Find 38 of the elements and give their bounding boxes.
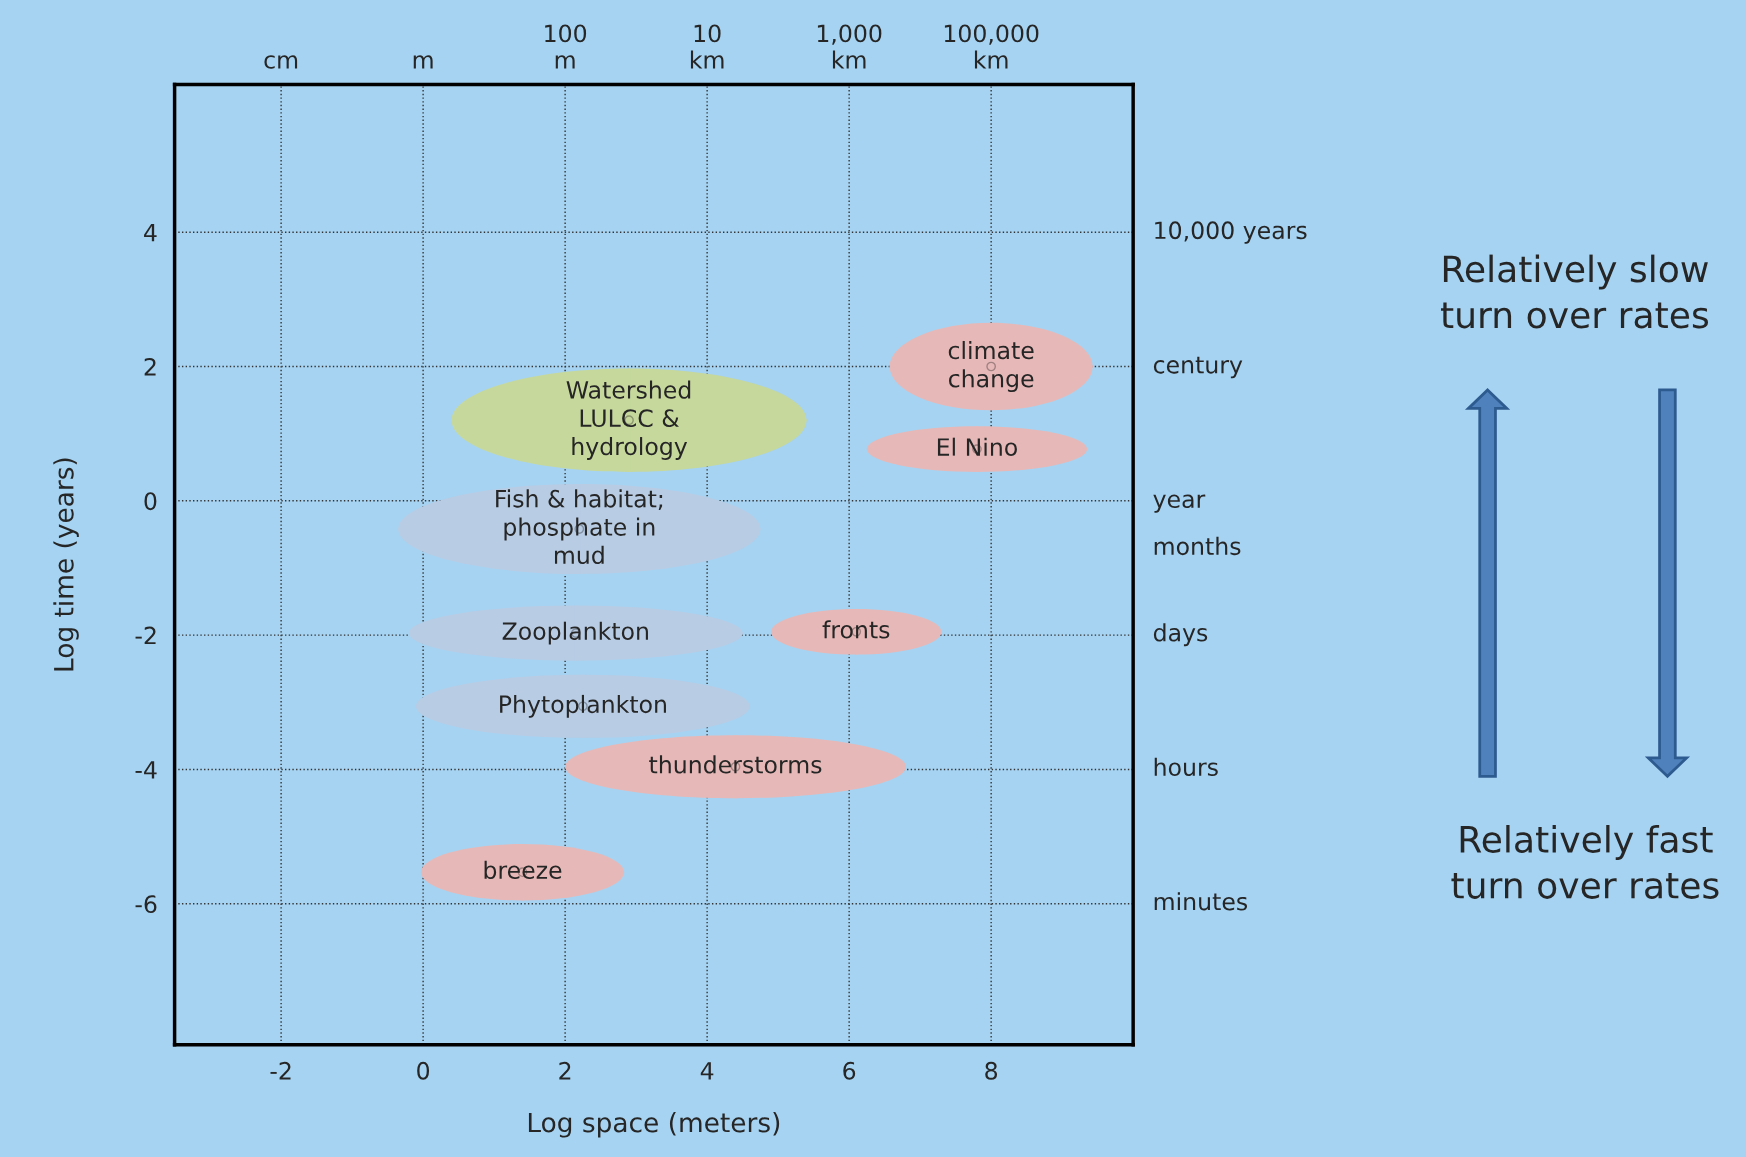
annotation: Watershed LULCC & hydrology bbox=[566, 380, 691, 460]
x-tick-label: 2 bbox=[559, 1061, 571, 1080]
text: minutes bbox=[1154, 892, 1248, 911]
text: hours bbox=[1154, 757, 1218, 777]
x-tick-label: 4 bbox=[700, 1062, 714, 1080]
annotation: Zooplankton bbox=[502, 621, 648, 645]
annotation: El Nino bbox=[937, 437, 1017, 456]
annotation: Fish & habitat; phosphate in mud bbox=[496, 489, 663, 565]
text: days bbox=[1153, 623, 1208, 647]
text: century bbox=[1153, 356, 1243, 379]
y-axis-title: Log time (years) bbox=[53, 458, 79, 671]
x-tick-label: 0 bbox=[417, 1061, 430, 1080]
y-tick-label: 2 bbox=[144, 357, 156, 376]
y-tick-label: -2 bbox=[135, 626, 156, 645]
annotation: breeze bbox=[484, 860, 562, 880]
y-tick-label: 4 bbox=[144, 223, 157, 242]
text: m bbox=[413, 55, 433, 69]
text: months bbox=[1154, 536, 1241, 556]
text: 10,000 years bbox=[1155, 221, 1307, 244]
annotation: fronts bbox=[822, 620, 890, 639]
annotation: Phytoplankton bbox=[500, 694, 666, 718]
text: Relatively slow turn over rates bbox=[1440, 254, 1709, 329]
text: Relatively fast turn over rates bbox=[1451, 825, 1719, 899]
text: 100 m bbox=[545, 24, 587, 69]
annotation: thunderstorms bbox=[649, 755, 822, 774]
x-tick-label: -2 bbox=[270, 1061, 291, 1080]
text: 100,000 km bbox=[944, 24, 1039, 69]
text: 1,000 km bbox=[817, 24, 882, 69]
y-tick-label: 0 bbox=[144, 492, 157, 511]
text: year bbox=[1153, 494, 1206, 513]
x-tick-label: 8 bbox=[985, 1061, 998, 1080]
x-tick-label: 6 bbox=[843, 1061, 856, 1080]
text: cm bbox=[264, 55, 298, 69]
y-tick-label: -6 bbox=[135, 895, 157, 914]
text: 10 km bbox=[690, 24, 724, 69]
x-axis-title: Log space (meters) bbox=[528, 1112, 780, 1138]
y-tick-label: -4 bbox=[135, 761, 157, 779]
annotation: climate change bbox=[948, 340, 1034, 393]
